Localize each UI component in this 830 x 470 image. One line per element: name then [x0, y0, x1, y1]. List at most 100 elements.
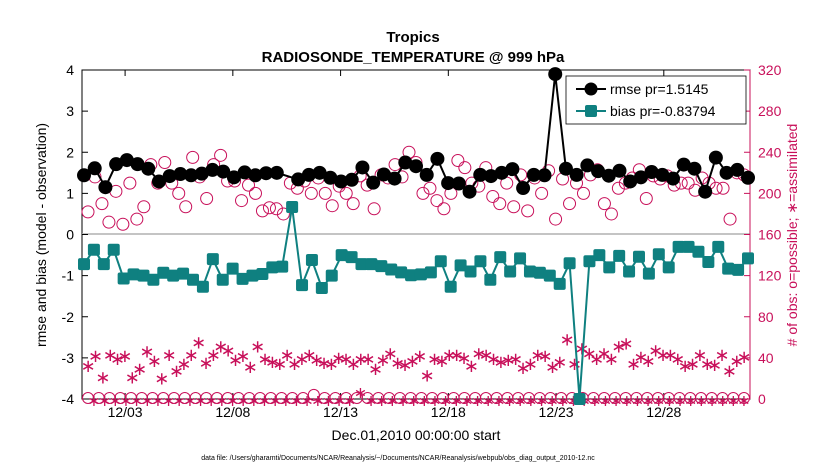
assimilated-count-marker: ∗	[95, 367, 110, 387]
rmse-point	[655, 167, 670, 182]
bias-point	[623, 265, 636, 278]
bias-point	[286, 200, 299, 213]
assimilated-count-marker: ∗	[169, 361, 184, 381]
possible-count-marker	[172, 186, 186, 200]
rmse-point	[334, 174, 349, 189]
possible-count-marker	[276, 207, 290, 221]
assimilated-zero-marker: ∗	[183, 393, 196, 410]
assimilated-count-marker: ∗	[338, 349, 353, 369]
assimilated-count-marker: ∗	[405, 351, 420, 371]
rmse-point	[687, 161, 702, 176]
rmse-point	[205, 162, 220, 177]
possible-zero-marker	[297, 392, 310, 404]
assimilated-count-marker: ∗	[523, 354, 538, 374]
bias-point	[702, 256, 715, 269]
assimilated-zero-marker: ∗	[673, 393, 686, 410]
assimilated-count-marker: ∗	[191, 332, 206, 352]
assimilated-zero-marker: ∗	[631, 393, 644, 410]
assimilated-zero-marker: ∗	[482, 393, 495, 410]
y-axis-label: rmse and bias (model - observation)	[33, 123, 49, 347]
bias-point	[157, 266, 170, 279]
assimilated-zero-marker: ∗	[332, 393, 345, 410]
possible-count-marker	[130, 212, 144, 226]
rmse-point	[194, 166, 209, 181]
rmse-point	[376, 167, 391, 182]
y2-tick-label: 200	[758, 185, 782, 201]
possible-count-marker	[137, 200, 151, 214]
assimilated-zero-marker: ∗	[300, 393, 313, 410]
rmse-point	[708, 150, 723, 165]
assimilated-zero-marker: ∗	[556, 393, 569, 410]
x-tick-label: 12/28	[646, 404, 681, 420]
rmse-point	[366, 175, 381, 190]
bias-point	[97, 258, 110, 271]
assimilated-zero-marker: ∗	[641, 393, 654, 410]
y2-tick-label: 280	[758, 103, 782, 119]
possible-count-marker	[597, 197, 611, 211]
assimilated-zero-marker: ∗	[545, 393, 558, 410]
assimilated-count-marker: ∗	[272, 354, 287, 374]
assimilated-zero-marker: ∗	[247, 393, 260, 410]
assimilated-count-marker: ∗	[257, 349, 272, 369]
bias-point	[196, 280, 209, 293]
bias-point	[87, 243, 100, 256]
possible-count-marker	[507, 200, 521, 214]
assimilated-count-marker: ∗	[110, 349, 125, 369]
bias-point	[662, 261, 675, 274]
bias-point	[632, 250, 645, 263]
assimilated-count-marker: ∗	[206, 345, 221, 365]
assimilated-zero-marker: ∗	[503, 393, 516, 410]
y-tick-label: 3	[66, 103, 74, 119]
assimilated-zero-marker: ∗	[364, 393, 377, 410]
possible-count-marker	[95, 197, 109, 211]
bias-point	[652, 248, 665, 261]
assimilated-count-marker: ∗	[663, 345, 678, 365]
assimilated-count-marker: ∗	[235, 346, 250, 366]
rmse-point	[676, 157, 691, 172]
rmse-point	[141, 161, 156, 176]
assimilated-zero-marker: ∗	[119, 393, 132, 410]
assimilated-count-marker: ∗	[552, 352, 567, 372]
assimilated-zero-marker: ∗	[428, 393, 441, 410]
assimilated-count-marker: ∗	[103, 345, 118, 365]
assimilated-count-marker: ∗	[397, 355, 412, 375]
bias-point	[117, 272, 130, 285]
assimilated-zero-marker: ∗	[663, 393, 676, 410]
bias-point	[573, 393, 586, 405]
assimilated-zero-marker: ∗	[205, 393, 218, 410]
bias-point	[246, 269, 259, 282]
assimilated-count-marker: ∗	[294, 349, 309, 369]
rmse-point	[451, 176, 466, 191]
rmse-point	[698, 184, 713, 199]
rmse-point	[398, 155, 413, 170]
bias-point	[732, 263, 745, 276]
rmse-point	[216, 164, 231, 179]
possible-count-marker	[493, 197, 507, 211]
assimilated-count-marker: ∗	[604, 349, 619, 369]
possible-count-marker	[123, 176, 137, 190]
bias-point	[325, 269, 338, 282]
y-tick-label: -4	[62, 391, 75, 407]
y2-tick-label: 240	[758, 144, 782, 160]
possible-count-marker	[549, 212, 563, 226]
rmse-point	[409, 159, 423, 174]
y2-tick-label: 320	[758, 62, 782, 78]
assimilated-zero-marker: ∗	[609, 393, 622, 410]
assimilated-count-marker: ∗	[162, 345, 177, 365]
assimilated-count-marker: ∗	[626, 354, 641, 374]
rmse-point	[644, 164, 659, 179]
footnote: data file: /Users/gharamti/Documents/NCA…	[201, 455, 595, 462]
assimilated-count-marker: ∗	[619, 333, 634, 353]
rmse-point	[537, 168, 552, 183]
assimilated-zero-marker: ∗	[450, 393, 463, 410]
title-group: Tropics RADIOSONDE_TEMPERATURE @ 999 hPa	[262, 29, 565, 66]
assimilated-count-marker: ∗	[132, 359, 147, 379]
assimilated-zero-marker: ∗	[98, 393, 111, 410]
assimilated-zero-marker: ∗	[588, 393, 601, 410]
assimilated-count-marker: ∗	[434, 351, 449, 371]
bias-point	[514, 252, 527, 265]
y-tick-label: 2	[66, 144, 74, 160]
assimilated-count-marker: ∗	[361, 349, 376, 369]
assimilated-count-marker: ∗	[700, 354, 715, 374]
rmse-point	[419, 167, 434, 182]
